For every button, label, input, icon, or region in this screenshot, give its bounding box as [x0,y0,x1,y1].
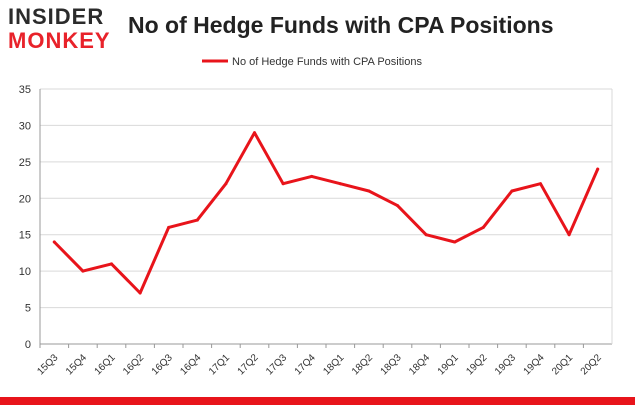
data-point [138,291,142,295]
data-point [224,182,228,186]
data-point [367,189,371,193]
x-tick-label: 16Q1 [93,352,118,377]
x-tick-label: 20Q2 [579,352,604,377]
x-tick-label: 16Q3 [150,352,175,377]
data-point [481,225,485,229]
gridlines [39,88,613,345]
logo-text-insider: INSIDER [8,4,105,29]
x-tick-label: 18Q1 [321,352,346,377]
data-point [281,182,285,186]
x-tick-label: 18Q3 [379,352,404,377]
y-tick-label: 25 [19,157,31,169]
data-point [510,189,514,193]
y-tick-label: 35 [19,84,31,96]
data-point [338,182,342,186]
x-axis-ticks: 15Q3 15Q4 16Q1 16Q2 16Q3 16Q4 17Q1 17Q2 17Q3 17Q4… [35,344,604,377]
series-group [52,131,600,295]
data-point [195,218,199,222]
y-tick-label: 20 [19,193,31,205]
logo-text-monkey: MONKEY [8,28,111,53]
data-point [453,240,457,244]
x-tick-label: 19Q3 [493,352,518,377]
x-tick-label: 15Q4 [64,352,89,377]
y-axis-ticks: 0 5 10 15 20 25 30 35 [19,84,31,351]
x-tick-label: 19Q4 [522,352,547,377]
x-tick-label: 17Q3 [264,352,289,377]
legend-label: No of Hedge Funds with CPA Positions [232,56,422,68]
series-line-0 [52,131,600,295]
data-point [567,233,571,237]
y-tick-label: 5 [25,303,31,315]
data-point [81,269,85,273]
y-tick-label: 0 [25,339,31,351]
legend: No of Hedge Funds with CPA Positions [202,56,422,68]
data-point [167,225,171,229]
x-tick-label: 17Q4 [293,352,318,377]
x-tick-label: 16Q2 [121,352,146,377]
x-tick-label: 15Q3 [35,352,60,377]
y-tick-label: 30 [19,120,31,132]
insider-monkey-logo: INSIDER MONKEY [8,6,118,54]
y-tick-label: 10 [19,266,31,278]
data-point [110,262,113,266]
x-tick-label: 18Q2 [350,352,375,377]
data-point [539,182,542,186]
x-tick-label: 19Q1 [436,352,461,377]
data-point [253,131,256,135]
data-point [424,233,428,237]
data-point [310,174,314,178]
x-tick-label: 18Q4 [407,352,432,377]
chart-title: No of Hedge Funds with CPA Positions [128,12,554,38]
x-tick-label: 16Q4 [178,352,203,377]
x-tick-label: 17Q2 [236,352,261,377]
x-tick-label: 20Q1 [550,352,575,377]
x-tick-label: 19Q2 [464,352,489,377]
bottom-accent-bar [0,397,635,405]
data-point [396,204,399,208]
data-point [52,240,56,244]
data-point [596,167,600,171]
y-tick-label: 15 [19,230,31,242]
x-tick-label: 17Q1 [207,352,232,377]
